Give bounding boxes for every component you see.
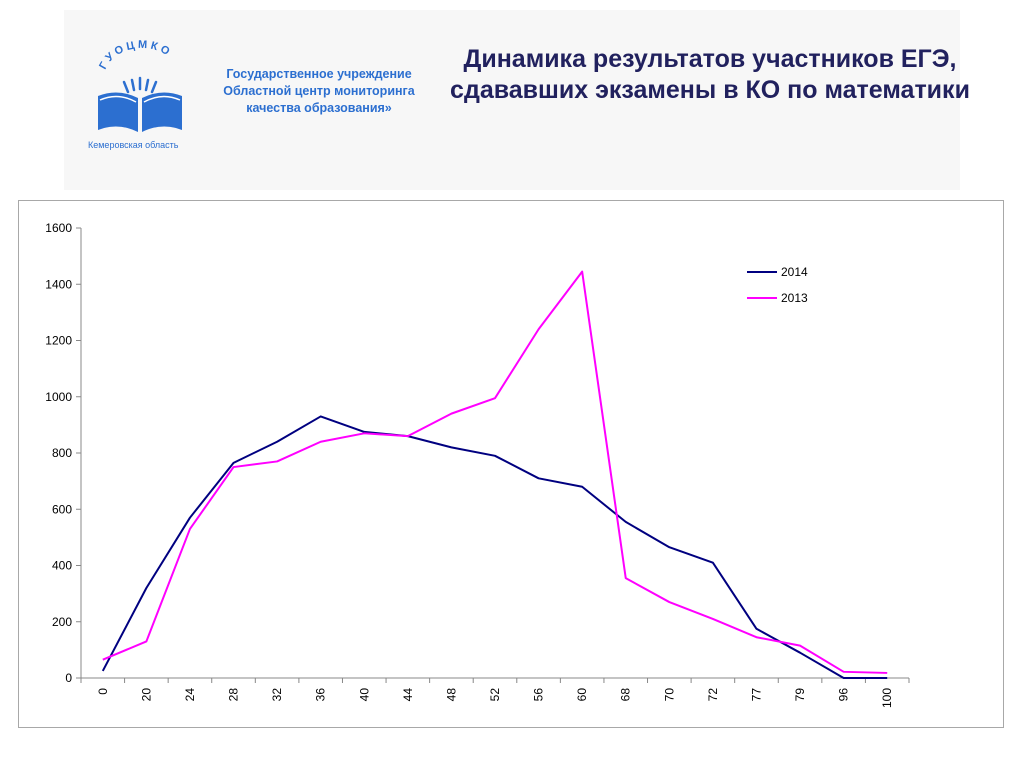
org-line-2: Областной центр мониторинга: [223, 84, 415, 98]
header-band: [64, 10, 960, 190]
x-tick-label: 77: [749, 688, 763, 702]
x-tick-label: 52: [488, 688, 502, 702]
y-tick-label: 600: [52, 502, 72, 516]
x-tick-label: 100: [880, 688, 894, 708]
x-tick-label: 44: [401, 688, 415, 702]
slide-title: Динамика результатов участников ЕГЭ, сда…: [450, 45, 970, 104]
legend-label-2014: 2014: [781, 265, 808, 279]
x-tick-label: 96: [837, 688, 851, 702]
svg-text:ГУОЦМКО: ГУОЦМКО: [97, 40, 174, 71]
y-tick-label: 400: [52, 559, 72, 573]
x-tick-label: 68: [619, 688, 633, 702]
y-tick-label: 1600: [45, 221, 72, 235]
x-tick-label: 56: [532, 688, 546, 702]
line-chart: 0 200 400 600 800 1000 1200 1400 1600 0 20 24 28 32 36…: [45, 221, 910, 708]
x-tick-label: 36: [314, 688, 328, 702]
x-tick-label: 20: [139, 688, 153, 702]
chart-frame: 0 200 400 600 800 1000 1200 1400 1600 0 20 24 28 32 36…: [18, 200, 1004, 728]
x-tick-label: 70: [662, 688, 676, 702]
y-tick-label: 800: [52, 446, 72, 460]
series-line-2013: [102, 270, 888, 674]
y-tick-label: 200: [52, 615, 72, 629]
x-tick-label: 0: [96, 688, 110, 695]
org-line-1: Государственное учреждение: [226, 67, 412, 81]
x-tick-label: 72: [706, 688, 720, 702]
org-line-3: качества образования»: [246, 101, 392, 115]
x-tick-label: 60: [575, 688, 589, 702]
y-tick-label: 1200: [45, 334, 72, 348]
x-tick-label: 32: [270, 688, 284, 702]
x-tick-label: 24: [183, 688, 197, 702]
x-tick-label: 79: [793, 688, 807, 702]
y-tick-label: 0: [65, 671, 72, 685]
x-tick-label: 28: [227, 688, 241, 702]
x-tick-label: 40: [357, 688, 371, 702]
x-tick-label: 48: [444, 688, 458, 702]
book-logo-icon: ГУОЦМКО: [97, 39, 182, 132]
logo-region: Кемеровская область: [88, 140, 179, 150]
logo-text: ГУОЦМКО: [97, 39, 171, 72]
logo: ГУОЦМКО Кемеровская область: [88, 39, 198, 160]
organization-name: Государственное учреждение Областной цен…: [206, 66, 432, 117]
y-tick-label: 1400: [45, 277, 72, 291]
y-tick-label: 1000: [45, 390, 72, 404]
legend-label-2013: 2013: [781, 291, 808, 305]
series-line-2014: [101, 415, 888, 679]
